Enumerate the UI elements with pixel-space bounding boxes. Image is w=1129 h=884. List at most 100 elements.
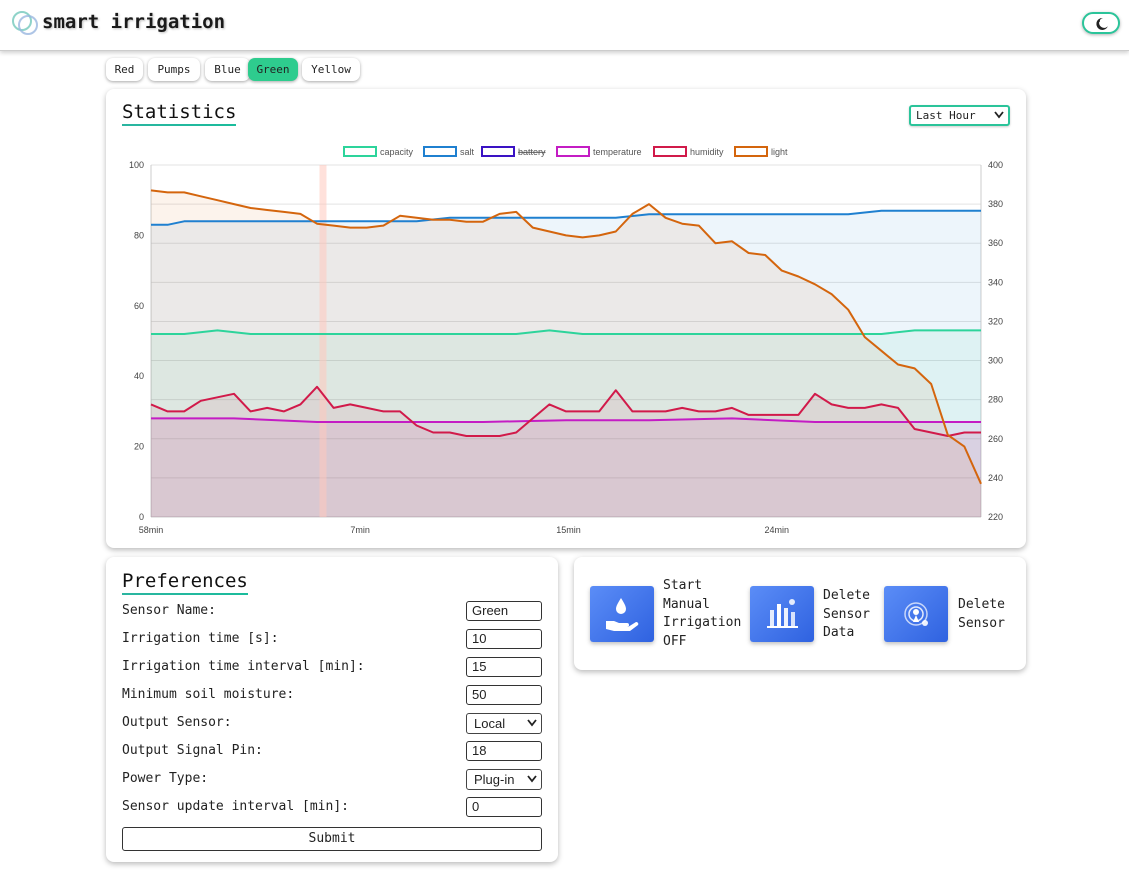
- pref-label: Sensor update interval [min]:: [122, 799, 349, 814]
- preferences-card: Preferences Sensor Name: Green Irrigation …: [106, 557, 558, 862]
- title-underline: [122, 593, 248, 595]
- label-line: OFF: [663, 633, 687, 649]
- x-tick-label: 15min: [556, 525, 581, 535]
- pref-input[interactable]: 18: [466, 741, 542, 761]
- pref-label: Minimum soil moisture:: [122, 687, 295, 702]
- pref-label: Output Sensor:: [122, 715, 232, 730]
- temperature-area: [151, 418, 981, 517]
- start-irrigation-label: Start Manual Irrigation OFF: [663, 577, 758, 651]
- pref-input[interactable]: 10: [466, 629, 542, 649]
- app-title: smart irrigation: [42, 11, 226, 33]
- y-left-tick-label: 40: [134, 371, 144, 381]
- label-line: Irrigation: [663, 615, 742, 630]
- moon-icon: [1096, 17, 1108, 30]
- chevron-down-icon: [527, 719, 537, 727]
- y-right-tick-label: 400: [988, 160, 1003, 170]
- data-gap-band: [319, 165, 327, 517]
- delete-sensor-data-button[interactable]: [750, 586, 814, 642]
- pref-select[interactable]: Plug-in: [466, 769, 542, 790]
- delete-sensor-data-label: Delete Sensor Data: [823, 587, 918, 643]
- preferences-title-text: Preferences: [122, 570, 248, 592]
- label-line: Data: [823, 625, 855, 640]
- legend-label-salt: salt: [460, 147, 475, 157]
- tab-pumps[interactable]: Pumps: [148, 58, 200, 81]
- label-line: Sensor: [958, 615, 1005, 631]
- pref-label: Output Signal Pin:: [122, 743, 263, 758]
- y-left-tick-label: 100: [129, 160, 144, 170]
- y-right-tick-label: 320: [988, 316, 1003, 326]
- y-right-tick-label: 380: [988, 199, 1003, 209]
- salt-area: [151, 210, 981, 518]
- x-tick-label: 24min: [765, 525, 790, 535]
- light-line: [150, 189, 982, 485]
- legend-swatch-capacity: [343, 146, 377, 157]
- legend-swatch-light: [734, 146, 768, 157]
- pref-select-value: Local: [474, 716, 506, 731]
- pref-label: Irrigation time [s]:: [122, 631, 279, 646]
- y-left-tick-label: 80: [134, 230, 144, 240]
- y-right-tick-label: 220: [988, 512, 1003, 522]
- y-right-tick-label: 260: [988, 434, 1003, 444]
- statistics-card: Statistics Last Hour 0 20 40 60 80 100 220 240 2…: [106, 89, 1026, 548]
- y-right-tick-label: 240: [988, 473, 1003, 483]
- y-right-tick-label: 300: [988, 356, 1003, 366]
- tab-green[interactable]: Green: [248, 58, 298, 81]
- capacity-line: [151, 329, 981, 335]
- y-left-tick-label: 0: [139, 512, 144, 522]
- pref-label: Power Type:: [122, 771, 209, 786]
- legend-swatch-humidity: [653, 146, 687, 157]
- pref-select-value: Plug-in: [474, 772, 515, 787]
- time-range-value: Last Hour: [916, 109, 976, 122]
- app-logo-icon: [12, 11, 38, 35]
- pref-input[interactable]: 50: [466, 685, 542, 705]
- tab-red[interactable]: Red: [106, 58, 143, 81]
- temperature-line: [151, 417, 981, 423]
- theme-toggle[interactable]: [1082, 12, 1120, 34]
- y-left-tick-label: 60: [134, 301, 144, 311]
- pref-input[interactable]: Green: [466, 601, 542, 621]
- pref-label: Irrigation time interval [min]:: [122, 659, 365, 674]
- y-right-tick-label: 340: [988, 277, 1003, 287]
- statistics-title: Statistics: [122, 101, 237, 126]
- actions-card: Start Manual Irrigation OFF Delete Senso…: [574, 557, 1026, 670]
- pref-input[interactable]: 15: [466, 657, 542, 677]
- legend-swatch-temperature: [556, 146, 590, 157]
- chevron-down-icon: [994, 111, 1004, 119]
- delete-sensor-button[interactable]: [884, 586, 948, 642]
- submit-button[interactable]: Submit: [122, 827, 542, 851]
- legend-label-battery: battery: [518, 147, 546, 157]
- legend-swatch-salt: [423, 146, 457, 157]
- tab-blue[interactable]: Blue: [205, 58, 250, 81]
- start-irrigation-button[interactable]: [590, 586, 654, 642]
- y-right-tick-label: 360: [988, 238, 1003, 248]
- title-underline: [122, 124, 237, 126]
- pref-input[interactable]: 0: [466, 797, 542, 817]
- light-area: [151, 190, 981, 517]
- label-line: Sensor: [823, 606, 870, 622]
- x-tick-label: 58min: [139, 525, 164, 535]
- humidity-line: [150, 385, 981, 437]
- legend-label-capacity: capacity: [380, 147, 414, 157]
- statistics-title-text: Statistics: [122, 101, 237, 123]
- sensor-icon: [904, 602, 928, 626]
- x-tick-label: 7min: [350, 525, 370, 535]
- label-line: Delete: [958, 597, 1005, 612]
- legend-label-temperature: temperature: [593, 147, 642, 157]
- legend-label-humidity: humidity: [690, 147, 724, 157]
- pref-label: Sensor Name:: [122, 603, 216, 618]
- chevron-down-icon: [527, 775, 537, 783]
- water-hand-icon: [606, 598, 639, 631]
- pref-select[interactable]: Local: [466, 713, 542, 734]
- legend-swatch-battery: [481, 146, 515, 157]
- y-left-tick-label: 20: [134, 442, 144, 452]
- time-range-select[interactable]: Last Hour: [909, 105, 1010, 126]
- preferences-title: Preferences: [122, 570, 248, 595]
- delete-sensor-label: Delete Sensor: [958, 596, 1053, 633]
- app-header: smart irrigation: [0, 0, 1129, 51]
- tab-yellow[interactable]: Yellow: [302, 58, 360, 81]
- label-line: Delete: [823, 588, 870, 603]
- capacity-area: [151, 330, 981, 517]
- bar-chart-icon: [767, 599, 798, 628]
- label-line: Manual: [663, 596, 710, 612]
- statistics-chart: 0 20 40 60 80 100 220 240 260 280 300 320 340 360 380 4…: [129, 146, 1003, 535]
